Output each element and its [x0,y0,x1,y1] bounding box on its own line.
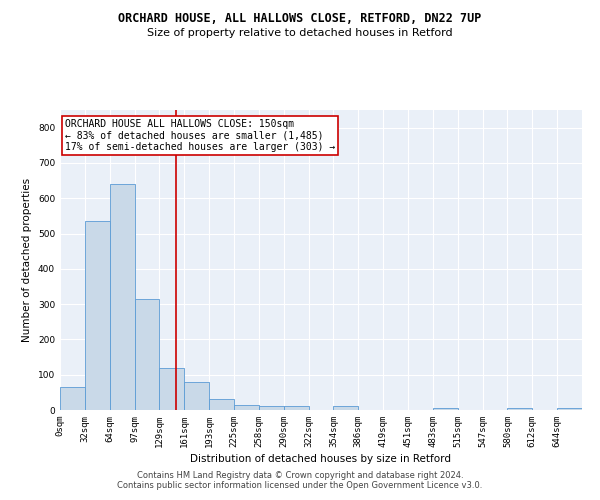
Bar [234,405,259,410]
Bar [160,368,184,410]
Bar [184,382,209,410]
Bar [557,408,582,410]
Text: ORCHARD HOUSE, ALL HALLOWS CLOSE, RETFORD, DN22 7UP: ORCHARD HOUSE, ALL HALLOWS CLOSE, RETFOR… [118,12,482,26]
Bar [259,406,284,410]
Bar [110,184,134,410]
Bar [85,221,110,410]
Text: Contains HM Land Registry data © Crown copyright and database right 2024.
Contai: Contains HM Land Registry data © Crown c… [118,470,482,490]
Bar [60,387,85,410]
Bar [134,299,160,410]
X-axis label: Distribution of detached houses by size in Retford: Distribution of detached houses by size … [191,454,452,464]
Text: Size of property relative to detached houses in Retford: Size of property relative to detached ho… [147,28,453,38]
Text: ORCHARD HOUSE ALL HALLOWS CLOSE: 150sqm
← 83% of detached houses are smaller (1,: ORCHARD HOUSE ALL HALLOWS CLOSE: 150sqm … [65,119,335,152]
Bar [284,406,308,410]
Y-axis label: Number of detached properties: Number of detached properties [22,178,32,342]
Bar [334,406,358,410]
Bar [209,400,234,410]
Bar [433,408,458,410]
Bar [508,408,532,410]
